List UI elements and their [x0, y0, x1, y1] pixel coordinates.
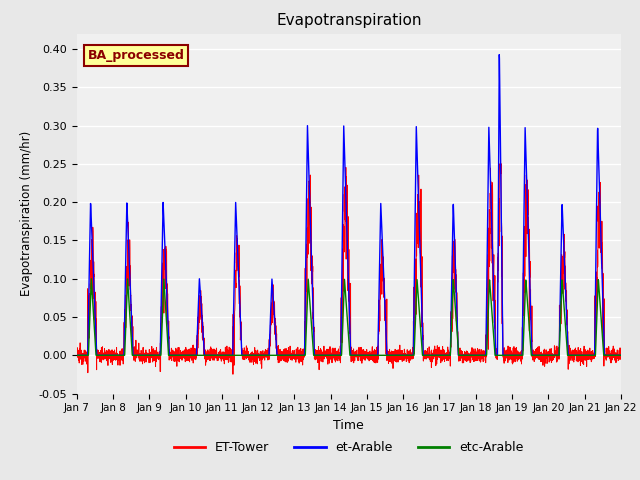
- Legend: ET-Tower, et-Arable, etc-Arable: ET-Tower, et-Arable, etc-Arable: [169, 436, 529, 459]
- ET-Tower: [229, 372, 237, 377]
- Line: et-Arable: et-Arable: [77, 55, 621, 355]
- et-Arable: [565, 352, 573, 358]
- ET-Tower: [566, 353, 573, 359]
- et-Arable: [617, 352, 625, 358]
- et-Arable: [617, 352, 625, 358]
- et-Arable: [402, 352, 410, 358]
- Line: etc-Arable: etc-Arable: [77, 279, 621, 355]
- X-axis label: Time: Time: [333, 419, 364, 432]
- ET-Tower: [225, 351, 232, 357]
- ET-Tower: [617, 352, 625, 358]
- etc-Arable: [88, 276, 95, 282]
- ET-Tower: [412, 261, 419, 266]
- ET-Tower: [189, 355, 197, 361]
- etc-Arable: [189, 352, 197, 358]
- Line: ET-Tower: ET-Tower: [77, 164, 621, 374]
- ET-Tower: [617, 347, 625, 353]
- etc-Arable: [617, 352, 625, 358]
- et-Arable: [73, 352, 81, 358]
- etc-Arable: [412, 318, 419, 324]
- Text: BA_processed: BA_processed: [88, 49, 184, 62]
- Title: Evapotranspiration: Evapotranspiration: [276, 13, 422, 28]
- et-Arable: [189, 352, 197, 358]
- et-Arable: [225, 352, 232, 358]
- etc-Arable: [617, 352, 625, 358]
- ET-Tower: [73, 353, 81, 359]
- et-Arable: [495, 52, 503, 58]
- ET-Tower: [402, 355, 410, 360]
- ET-Tower: [496, 161, 504, 167]
- etc-Arable: [402, 352, 410, 358]
- etc-Arable: [73, 352, 81, 358]
- etc-Arable: [565, 352, 573, 358]
- etc-Arable: [225, 352, 233, 358]
- Y-axis label: Evapotranspiration (mm/hr): Evapotranspiration (mm/hr): [20, 131, 33, 296]
- et-Arable: [412, 204, 419, 209]
